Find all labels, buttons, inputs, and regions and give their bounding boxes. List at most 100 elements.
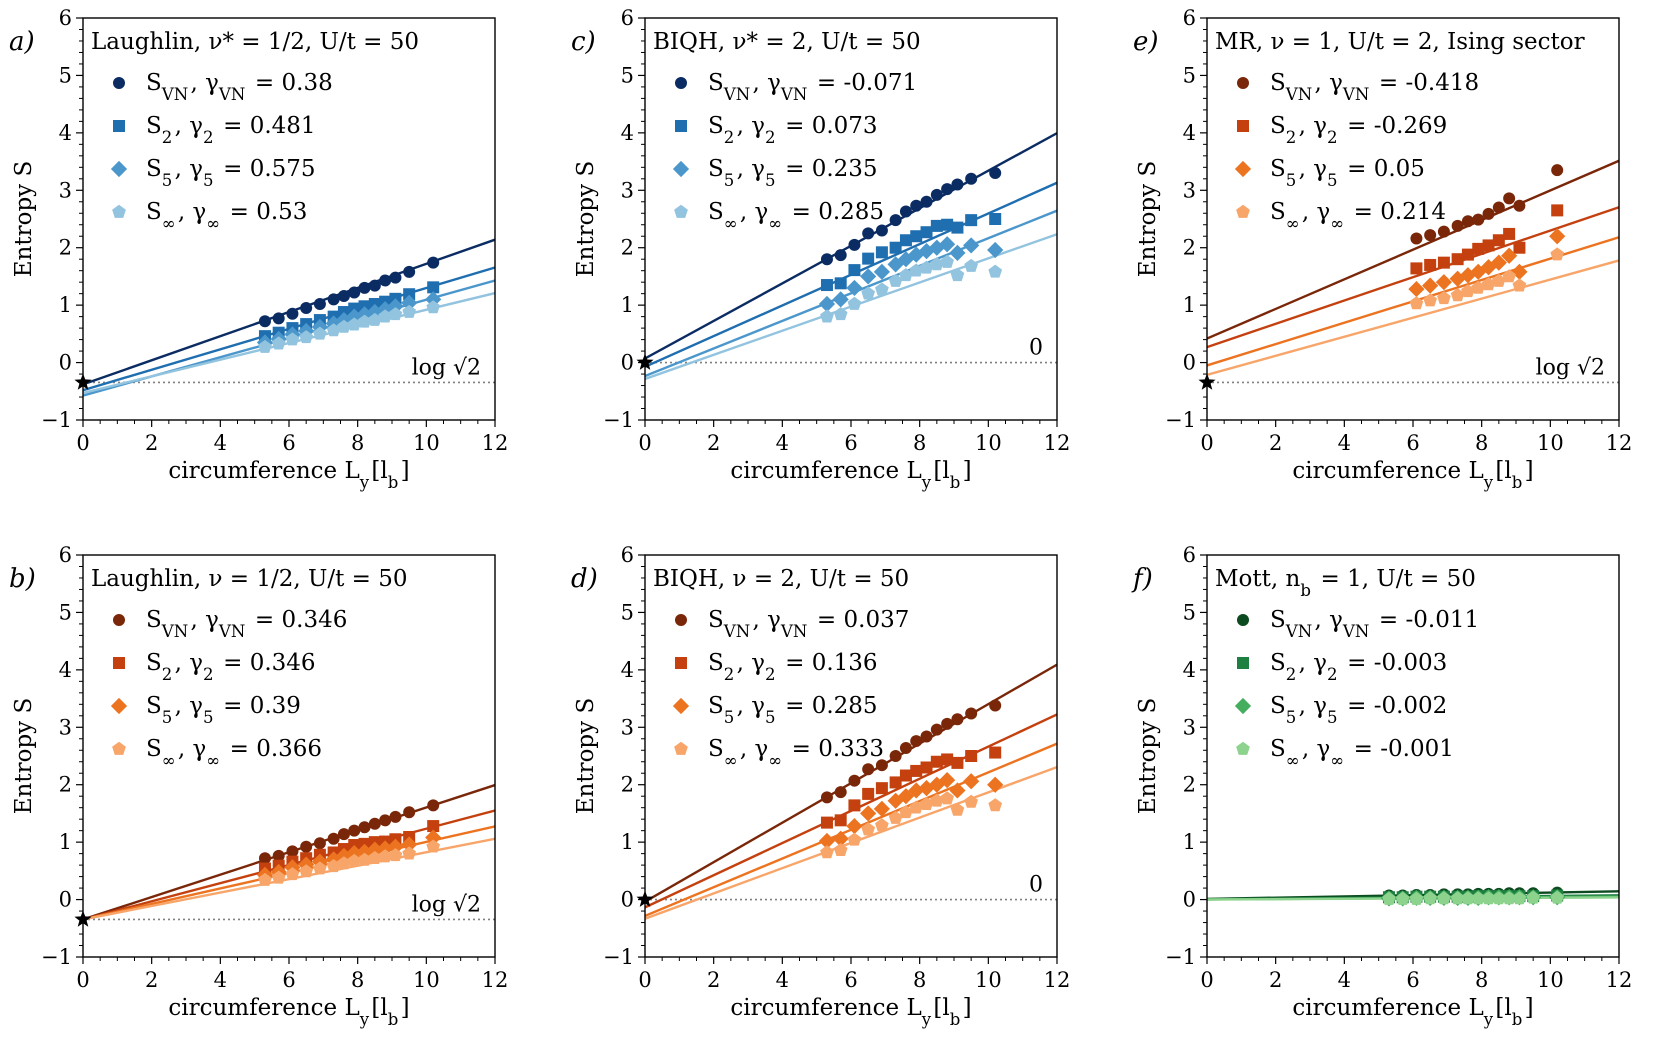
y-tick-label: 1 (59, 830, 72, 854)
x-tick-label: 6 (282, 431, 295, 455)
data-point (401, 836, 418, 853)
data-point (1481, 891, 1496, 905)
fit-line-S_2 (1207, 206, 1619, 349)
data-point (965, 750, 978, 762)
data-point (860, 268, 877, 285)
data-point (910, 735, 923, 748)
y-tick-label: 1 (1183, 830, 1196, 854)
data-point (939, 772, 956, 789)
data-point (1395, 891, 1410, 905)
data-point (1409, 296, 1424, 310)
data-point (368, 817, 381, 830)
y-tick-label: 0 (1183, 351, 1196, 375)
data-point (989, 167, 1002, 180)
data-point (861, 822, 876, 836)
y-axis-label: Entropy S (11, 698, 37, 814)
legend-marker-S_5 (672, 697, 690, 715)
data-point (1503, 192, 1516, 205)
data-point (862, 227, 875, 240)
y-tick-label: 2 (59, 236, 72, 260)
x-tick-label: 12 (1606, 968, 1633, 992)
legend-marker-S_VN (1237, 77, 1249, 89)
data-point (820, 309, 834, 323)
x-tick-label: 8 (351, 968, 364, 992)
data-point (427, 820, 440, 833)
y-tick-label: 4 (1183, 121, 1196, 145)
x-axis-label: circumference Ly [lb ] (168, 995, 409, 1029)
plot-area (83, 783, 495, 921)
legend-title: BIQH, ν* = 2, U/t = 50 (653, 29, 921, 55)
data-point (1435, 274, 1452, 291)
data-point (860, 805, 877, 822)
data-point (357, 314, 372, 328)
y-tick-label: 0 (59, 888, 72, 912)
x-tick-label: 2 (707, 968, 720, 992)
legend-marker-S_∞ (1236, 204, 1250, 218)
data-point (337, 828, 350, 841)
data-point (1424, 258, 1437, 271)
reference-label: log √2 (412, 892, 481, 917)
data-point (848, 264, 861, 277)
data-point (889, 776, 902, 789)
legend-marker-S_VN (113, 77, 125, 89)
data-point (875, 759, 888, 772)
data-point (930, 755, 943, 768)
data-point (1450, 288, 1465, 302)
data-point (899, 805, 913, 819)
y-tick-label: 5 (1183, 600, 1196, 624)
legend-entry-S_VN: SVN , γVN = -0.071 (708, 70, 917, 104)
y-tick-label: 1 (621, 830, 634, 854)
data-point (1437, 256, 1450, 269)
data-point (1482, 239, 1495, 252)
legend-entry-S_∞: S∞ , γ∞ = 0.214 (1270, 199, 1446, 233)
legend-entry-S_VN: SVN , γVN = -0.418 (1270, 70, 1479, 104)
data-point (930, 723, 943, 736)
y-tick-label: −1 (603, 945, 634, 969)
data-point (299, 330, 314, 344)
data-point (368, 279, 381, 292)
data-point (377, 301, 394, 318)
data-point (875, 782, 888, 795)
data-point (348, 286, 361, 299)
data-point (1437, 891, 1451, 905)
data-point (358, 281, 371, 294)
data-point (326, 323, 341, 337)
panel-letter: b) (9, 564, 36, 594)
data-point (951, 756, 964, 769)
data-point (897, 251, 915, 268)
data-point (1437, 291, 1451, 305)
data-point (1410, 262, 1423, 275)
data-point (1410, 232, 1423, 245)
legend-entry-S_VN: SVN , γVN = 0.346 (146, 607, 347, 641)
x-tick-label: 10 (1537, 431, 1564, 455)
data-point (833, 842, 848, 857)
fit-line-S_∞ (1207, 259, 1619, 377)
data-point (949, 782, 966, 799)
y-tick-label: 2 (1183, 773, 1196, 797)
data-point (272, 312, 285, 325)
data-point (1461, 248, 1474, 261)
data-point (963, 237, 980, 254)
data-point (299, 864, 314, 878)
data-point (1471, 280, 1486, 294)
data-point (402, 304, 417, 318)
y-axis-label: Entropy S (573, 161, 599, 277)
data-point (1424, 229, 1437, 242)
data-point (989, 746, 1002, 759)
legend-entry-S_2: S2 , γ2 = -0.003 (1270, 650, 1447, 684)
data-point (258, 339, 272, 353)
data-point (403, 806, 416, 819)
x-tick-label: 12 (1606, 431, 1633, 455)
x-tick-label: 12 (482, 431, 509, 455)
x-tick-label: 4 (776, 431, 789, 455)
data-point (271, 336, 286, 350)
y-tick-label: 5 (59, 63, 72, 87)
y-tick-label: 3 (59, 715, 72, 739)
data-point (1422, 277, 1439, 294)
data-point (928, 776, 945, 793)
y-axis-label: Entropy S (1135, 161, 1161, 277)
data-point (1450, 891, 1465, 905)
legend-marker-S_5 (110, 697, 128, 715)
data-point (889, 241, 902, 254)
